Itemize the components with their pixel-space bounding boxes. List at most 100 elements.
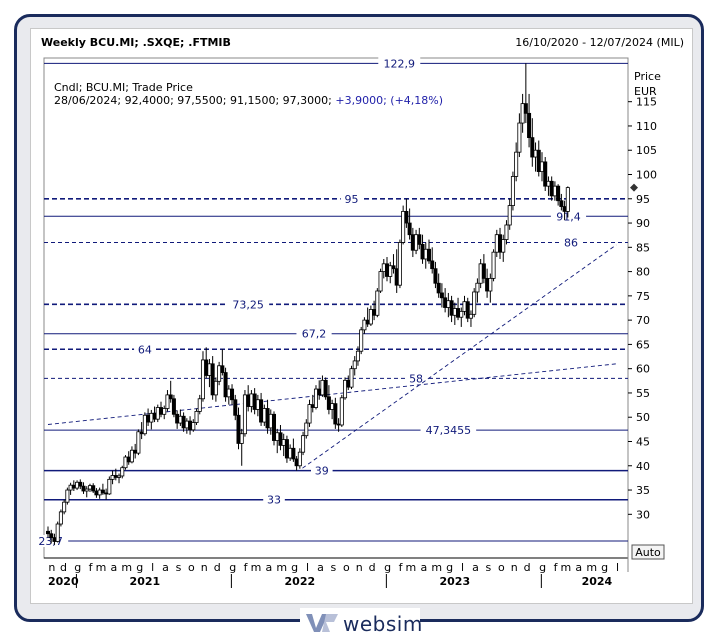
- websim-logo-icon: [306, 614, 338, 632]
- candle-body: [213, 380, 218, 396]
- candle-body: [336, 423, 341, 426]
- month-label: a: [472, 561, 479, 574]
- candle-body: [475, 282, 480, 293]
- candle-body: [343, 379, 348, 399]
- candle-body: [220, 365, 225, 373]
- y-tick-label: 55: [636, 387, 650, 400]
- month-label: n: [511, 561, 518, 574]
- candle-body: [310, 404, 315, 408]
- candle-body: [313, 388, 318, 408]
- candle-body: [491, 251, 496, 279]
- level-label: 122,9: [384, 57, 416, 70]
- logo-text: websim: [343, 612, 423, 636]
- candle-body: [197, 398, 202, 412]
- candle-body: [397, 242, 402, 286]
- year-label: 2022: [285, 575, 316, 588]
- candle-body: [259, 399, 264, 423]
- y-tick-label: 40: [636, 460, 650, 473]
- candle-body: [210, 363, 215, 396]
- year-label: 2024: [582, 575, 613, 588]
- candle-body: [65, 489, 70, 503]
- month-label: m: [96, 561, 107, 574]
- candle-body: [365, 319, 370, 325]
- level-label-bg: [378, 57, 421, 70]
- y-tick-label: 90: [636, 217, 650, 230]
- month-label: m: [276, 561, 287, 574]
- year-label: 2021: [130, 575, 161, 588]
- candle-body: [136, 431, 141, 454]
- candle-body: [78, 481, 83, 487]
- chart-panel: [30, 28, 693, 604]
- candle-body: [459, 310, 464, 318]
- month-label: f: [244, 561, 249, 574]
- candle-body: [100, 489, 105, 494]
- level-label-bg: [405, 372, 427, 385]
- y-tick-label: 65: [636, 338, 650, 351]
- month-label: a: [317, 561, 324, 574]
- candle-body: [426, 248, 431, 262]
- level-label: 64: [138, 343, 152, 356]
- candle-body: [181, 415, 186, 429]
- month-label: d: [369, 561, 376, 574]
- y-tick-label: 105: [636, 144, 657, 157]
- candle-body: [246, 394, 251, 407]
- auto-button[interactable]: Auto: [631, 544, 665, 560]
- candle-body: [62, 501, 67, 513]
- candle-body: [565, 187, 570, 212]
- date-range: 16/10/2020 - 12/07/2024 (MIL): [515, 36, 684, 49]
- candle-body: [275, 432, 280, 441]
- trendline: [302, 244, 617, 469]
- month-label: m: [406, 561, 417, 574]
- candle-body: [559, 200, 564, 207]
- year-label: 2023: [440, 575, 471, 588]
- candle-body: [517, 122, 522, 153]
- level-label: 58: [409, 372, 423, 385]
- candle-body: [436, 282, 441, 294]
- candle-body: [159, 407, 164, 415]
- candle-body: [410, 234, 415, 251]
- candle-body: [71, 484, 76, 489]
- candle-body: [249, 393, 254, 407]
- candle-body: [339, 397, 344, 426]
- candle-body: [268, 413, 273, 429]
- candle-body: [352, 360, 357, 370]
- level-label-bg: [340, 192, 363, 205]
- candle-body: [152, 412, 157, 420]
- month-label: m: [251, 561, 262, 574]
- candle-body: [323, 379, 328, 398]
- candle-body: [546, 180, 551, 187]
- candle-body: [149, 412, 154, 423]
- level-label: 86: [564, 236, 578, 249]
- candle-body: [194, 410, 199, 423]
- level-label-bg: [550, 210, 587, 223]
- candle-body: [133, 449, 138, 454]
- candle-body: [226, 388, 231, 398]
- candle-body: [420, 244, 425, 260]
- y-tick-label: 70: [636, 314, 650, 327]
- candle-body: [494, 234, 499, 253]
- level-label: 73,25: [232, 298, 264, 311]
- candle-body: [478, 263, 483, 284]
- candle-body: [430, 260, 435, 270]
- auto-button-label[interactable]: Auto: [635, 546, 661, 559]
- candle-body: [456, 308, 461, 318]
- y-axis-unit: EUR: [634, 85, 657, 98]
- candle-body: [514, 151, 519, 177]
- y-tick-label: 50: [636, 411, 650, 424]
- level-label: 47,3455: [426, 424, 472, 437]
- candle-body: [165, 394, 170, 409]
- candle-body: [252, 393, 257, 410]
- candle-body: [297, 451, 302, 467]
- month-label: n: [201, 561, 208, 574]
- candle-body: [330, 403, 335, 410]
- candle-body: [317, 388, 322, 396]
- month-label: a: [265, 561, 272, 574]
- candle-body: [394, 268, 399, 286]
- candle-body: [81, 485, 86, 492]
- candle-body: [510, 176, 515, 206]
- month-label: o: [343, 561, 350, 574]
- month-label: g: [229, 561, 236, 574]
- auto-button-frame[interactable]: [631, 544, 665, 560]
- candle-body: [439, 292, 444, 299]
